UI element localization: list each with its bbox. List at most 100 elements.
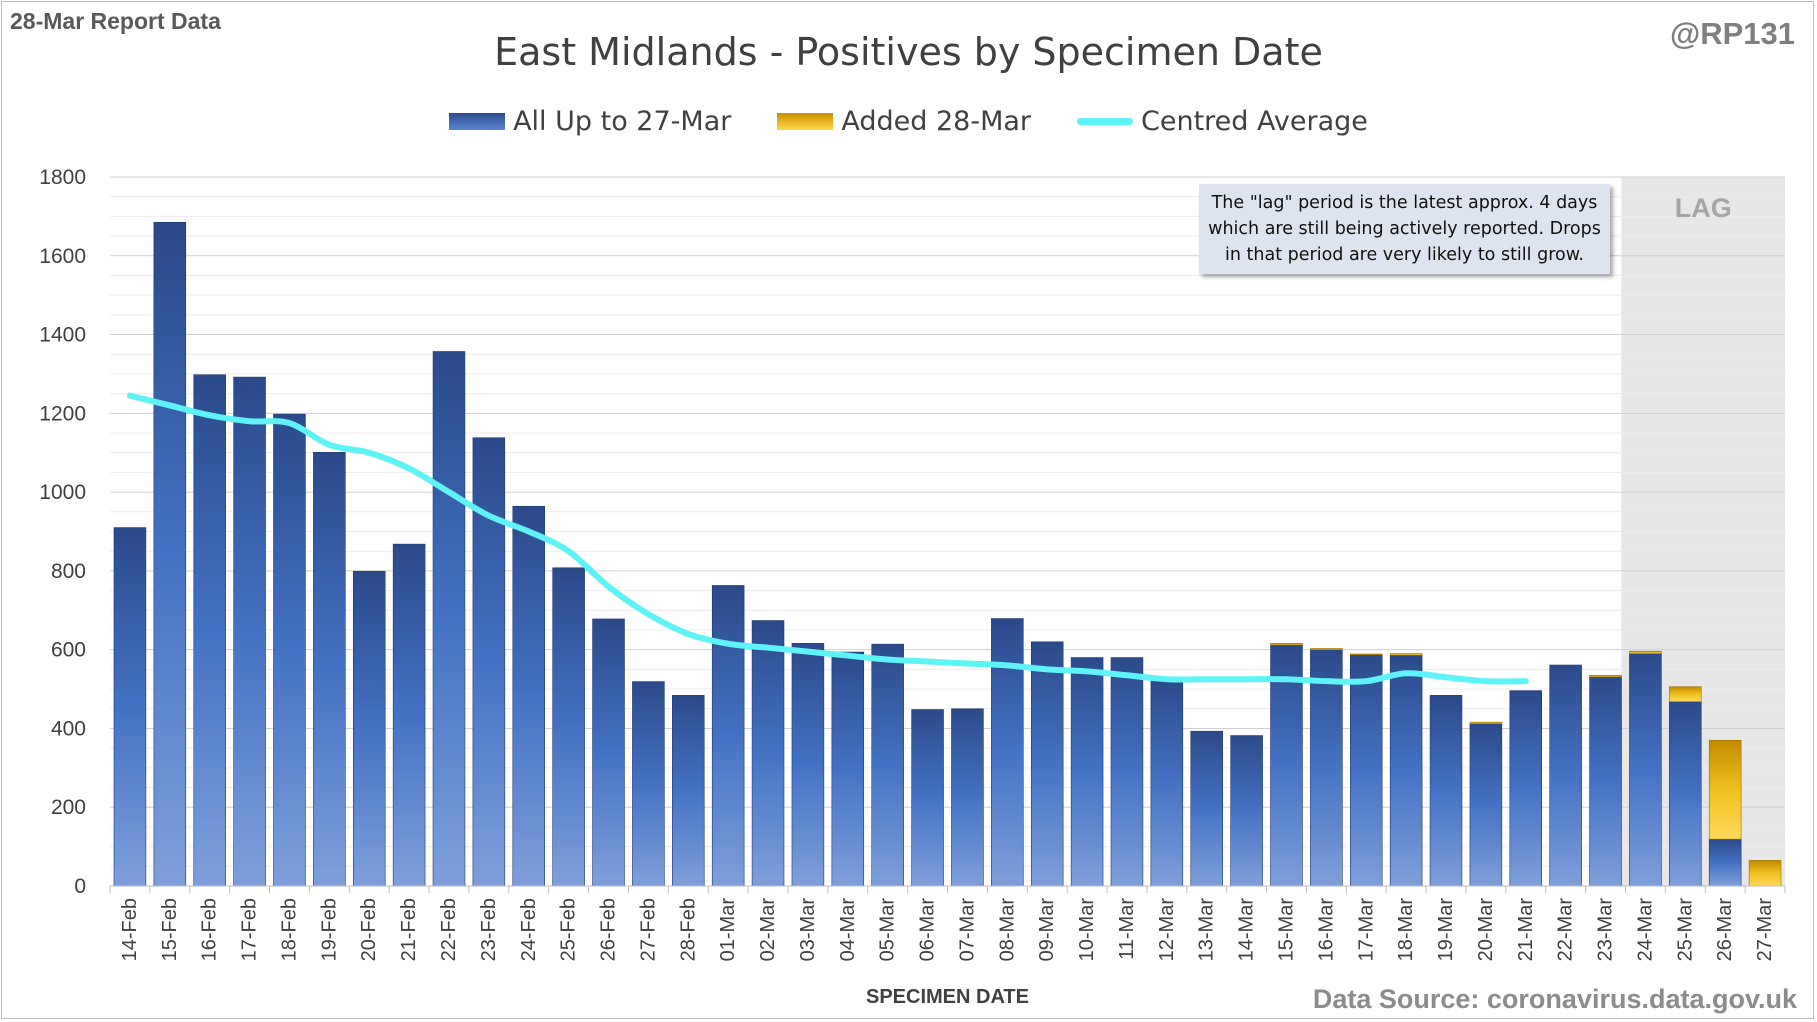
bar-all <box>552 567 585 887</box>
bar-all <box>472 437 506 887</box>
bar-all <box>632 681 665 887</box>
x-tick-label: 11-Mar <box>1116 898 1138 960</box>
x-tick-label: 19-Feb <box>318 898 340 961</box>
bar-all <box>711 585 745 887</box>
bar-added <box>1270 643 1303 646</box>
x-tick-label: 08-Mar <box>996 898 1018 962</box>
bar-all <box>1669 701 1702 887</box>
x-tick-label: 20-Mar <box>1475 898 1497 962</box>
bar-all <box>831 651 865 887</box>
x-tick-label: 27-Feb <box>637 898 659 961</box>
legend-label-average: Centred Average <box>1141 106 1368 137</box>
bar-all <box>1429 695 1463 887</box>
bar-all <box>512 505 546 887</box>
bar-all <box>1349 654 1383 887</box>
bar-all <box>1310 649 1343 887</box>
report-date-label: 28-Mar Report Data <box>10 8 221 34</box>
x-tick-label: 22-Mar <box>1555 898 1577 962</box>
x-tick-label: 20-Feb <box>358 898 380 961</box>
x-tick-label: 14-Feb <box>119 898 141 961</box>
x-tick-label: 12-Mar <box>1156 898 1178 962</box>
x-tick-label: 02-Mar <box>757 898 779 962</box>
bar-all <box>1270 644 1303 887</box>
bar-all <box>432 351 466 887</box>
y-tick-label: 1600 <box>39 245 86 268</box>
x-tick-label: 28-Feb <box>677 898 699 961</box>
bars <box>113 221 1782 887</box>
x-tick-label: 13-Mar <box>1196 898 1218 962</box>
bar-added <box>1469 721 1503 725</box>
x-tick-label: 04-Mar <box>837 898 859 962</box>
bar-all <box>592 618 625 887</box>
legend-swatch-gold <box>777 113 834 130</box>
y-tick-label: 600 <box>51 639 86 662</box>
x-tick-label: 24-Feb <box>518 898 540 961</box>
bar-all <box>991 618 1024 887</box>
legend-swatch-blue <box>449 113 506 130</box>
y-tick-label: 200 <box>51 796 86 819</box>
legend-label-all: All Up to 27-Mar <box>513 106 732 137</box>
lag-label: LAG <box>1675 193 1732 223</box>
x-tick-label: 17-Feb <box>239 898 261 961</box>
x-tick-label: 14-Mar <box>1236 898 1258 962</box>
bar-all <box>233 376 266 887</box>
bar-all <box>1070 657 1104 887</box>
data-source: Data Source: coronavirus.data.gov.uk <box>1312 984 1797 1014</box>
bar-all <box>1589 676 1622 887</box>
x-tick-label: 25-Mar <box>1674 898 1696 962</box>
bar-all <box>352 570 386 887</box>
x-tick-label: 16-Feb <box>199 898 221 961</box>
bar-all <box>951 708 984 887</box>
bar-all <box>1629 653 1662 887</box>
bar-added <box>1748 860 1782 887</box>
bar-all <box>1230 735 1263 887</box>
legend-label-added: Added 28-Mar <box>841 106 1032 137</box>
x-tick-label: 24-Mar <box>1634 898 1656 962</box>
legend-item-average: Centred Average <box>1077 106 1368 137</box>
bar-all <box>1030 641 1064 887</box>
bar-all <box>1389 654 1423 887</box>
x-tick-label: 19-Mar <box>1435 898 1457 962</box>
x-tick-label: 17-Mar <box>1355 898 1377 962</box>
x-tick-label: 27-Mar <box>1754 898 1776 962</box>
x-tick-label: 07-Mar <box>956 898 978 962</box>
bar-added <box>1629 650 1662 654</box>
bar-added <box>1349 653 1383 656</box>
bar-all <box>871 643 904 887</box>
bar-all <box>1708 838 1742 887</box>
bar-all <box>153 221 187 887</box>
legend-swatch-line <box>1077 118 1134 125</box>
x-tick-label: 15-Mar <box>1275 898 1297 962</box>
bar-all <box>1549 664 1582 887</box>
bar-all <box>313 452 346 887</box>
x-tick-label: 23-Feb <box>478 898 500 961</box>
y-tick-label: 1200 <box>39 402 86 425</box>
x-tick-label: 10-Mar <box>1076 898 1098 962</box>
x-tick-label: 23-Mar <box>1595 898 1617 962</box>
y-tick-label: 1800 <box>39 166 86 189</box>
bar-all <box>672 695 705 887</box>
bar-all <box>193 374 226 887</box>
x-tick-label: 18-Mar <box>1395 898 1417 962</box>
chart-title: East Midlands - Positives by Specimen Da… <box>494 30 1323 74</box>
legend-item-added: Added 28-Mar <box>777 106 1031 137</box>
bar-all <box>273 413 306 887</box>
bar-all <box>751 620 785 887</box>
x-tick-label: 09-Mar <box>1036 898 1058 962</box>
x-tick-label: 03-Mar <box>797 898 819 962</box>
y-tick-label: 400 <box>51 717 86 740</box>
bar-all <box>1509 690 1543 887</box>
x-tick-label: 18-Feb <box>278 898 300 961</box>
bar-all <box>1190 730 1223 887</box>
y-tick-label: 0 <box>74 875 86 898</box>
x-tick-label: 25-Feb <box>558 898 580 961</box>
bar-added <box>1389 653 1423 656</box>
bar-all <box>392 543 426 887</box>
x-tick-label: 01-Mar <box>717 898 739 962</box>
x-tick-label: 15-Feb <box>159 898 181 961</box>
bar-all <box>113 527 147 887</box>
bar-all <box>1110 657 1144 887</box>
x-tick-label: 21-Mar <box>1515 898 1537 962</box>
x-tick-label: 21-Feb <box>398 898 420 961</box>
